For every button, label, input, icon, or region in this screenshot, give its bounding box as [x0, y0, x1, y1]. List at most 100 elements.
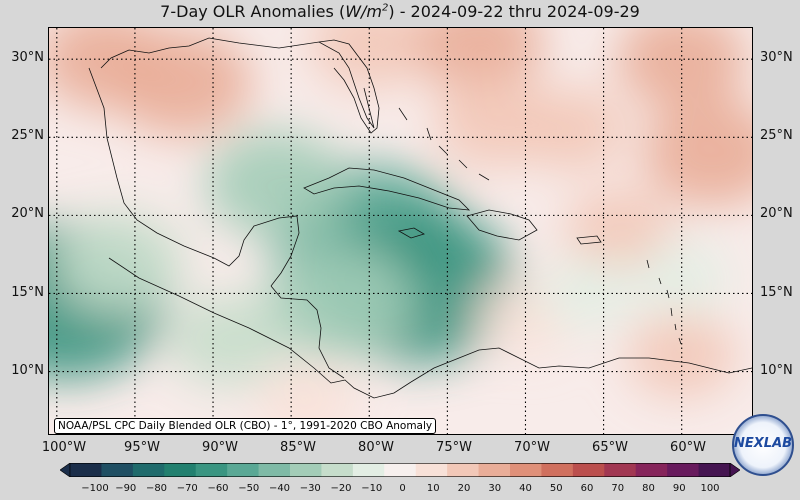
coastlines: [88, 37, 752, 399]
coastline-florida: [318, 39, 380, 134]
colorbar-tick-label: −50: [238, 483, 260, 494]
colorbar-tick-label: −80: [145, 483, 168, 494]
anomaly-cell: [642, 98, 752, 207]
colorbar-tick-label: −40: [268, 483, 291, 494]
title-prefix: 7-Day OLR Anomalies (: [160, 2, 346, 21]
colorbar-tick-label: −70: [176, 483, 198, 494]
colorbar-segment: [698, 463, 731, 477]
colorbar-tick-label: −10: [361, 483, 383, 494]
anomaly-cell: [632, 239, 732, 316]
colorbar-tick-label: −20: [330, 483, 352, 494]
lat-label-30n: 30°N: [11, 50, 44, 65]
colorbar-segment: [258, 463, 291, 477]
colorbar-segment: [478, 463, 511, 477]
lon-label-85w: 85°W: [280, 440, 316, 455]
lat-label-right-20n: 20°N: [760, 206, 793, 221]
coastline-gulf: [88, 67, 300, 287]
colorbar: [59, 462, 741, 478]
anomaly-cell: [627, 313, 737, 398]
coastline-jamaica: [397, 227, 425, 239]
coastline-central-america: [108, 257, 412, 399]
colorbar-tick-label: 70: [611, 483, 625, 494]
colorbar-segment: [541, 463, 574, 477]
map-title: 7-Day OLR Anomalies (W/m2) - 2024-09-22 …: [0, 2, 800, 21]
colorbar-tick-label: 10: [426, 483, 440, 494]
lon-label-80w: 80°W: [358, 440, 394, 455]
colorbar-tick-label: 60: [580, 483, 594, 494]
coastline-lesser-antilles: [646, 259, 682, 345]
data-attribution: NOAA/PSL CPC Daily Blended OLR (CBO) - 1…: [54, 418, 437, 434]
map-panel: [48, 27, 753, 435]
lon-label-75w: 75°W: [436, 440, 472, 455]
colorbar-segment: [164, 463, 197, 477]
coastline-south-america: [410, 347, 752, 383]
coastline-cuba: [303, 167, 471, 211]
lat-label-right-25n: 25°N: [760, 128, 793, 143]
graticule: [49, 28, 752, 434]
anomaly-field: [49, 28, 752, 434]
lat-label-10n: 10°N: [11, 363, 44, 378]
colorbar-tick-label: 50: [549, 483, 563, 494]
colorbar-tick-label: 80: [642, 483, 655, 494]
coastline-puerto-rico: [576, 235, 602, 245]
colorbar-tick-label: 40: [519, 483, 532, 494]
title-suffix: ) - 2024-09-22 thru 2024-09-29: [388, 2, 640, 21]
lon-label-95w: 95°W: [124, 440, 160, 455]
colorbar-outline: [69, 463, 731, 477]
anomaly-cell: [262, 243, 414, 360]
colorbar-tick-label: 0: [399, 483, 406, 494]
colorbar-segment: [352, 463, 385, 477]
lon-label-90w: 90°W: [202, 440, 238, 455]
coastline-us-gulf: [100, 37, 375, 129]
anomaly-cell: [257, 364, 357, 434]
coastline-caribbean-central-america: [270, 285, 345, 379]
anomaly-cell: [168, 294, 289, 387]
coastline-hispaniola: [466, 209, 538, 241]
noaa-psl-logo: NEXLAB: [732, 414, 794, 476]
colorbar-tick-label: 20: [457, 483, 471, 494]
colorbar-segment: [384, 463, 417, 477]
colorbar-tick-label: 90: [672, 483, 686, 494]
anomaly-cell: [49, 28, 169, 110]
lat-label-15n: 15°N: [11, 285, 44, 300]
colorbar-min-extension: [59, 462, 71, 478]
lat-label-right-10n: 10°N: [760, 363, 793, 378]
anomaly-cell: [413, 28, 544, 94]
lat-label-25n: 25°N: [11, 128, 44, 143]
colorbar-segment: [290, 463, 322, 477]
lon-label-100w: 100°W: [41, 440, 87, 455]
colorbar-tick-label: 30: [488, 483, 502, 494]
title-unit: W/m: [345, 2, 382, 21]
colorbar-segment: [667, 463, 700, 477]
colorbar-segment: [132, 463, 165, 477]
lon-label-65w: 65°W: [592, 440, 628, 455]
colorbar-segment: [70, 463, 102, 477]
colorbar-segment: [572, 463, 605, 477]
anomaly-cell: [538, 255, 638, 332]
colorbar-segment: [447, 463, 480, 477]
title-unit-exponent: 2: [381, 2, 389, 14]
colorbar-segment: [510, 463, 542, 477]
anomaly-cell: [54, 212, 185, 313]
coastline-bahamas: [398, 107, 490, 181]
colorbar-segment: [101, 463, 134, 477]
colorbar-tick-label: −30: [299, 483, 321, 494]
anomaly-cell: [205, 130, 346, 239]
colorbar-tick-label: −100: [81, 483, 109, 494]
colorbar-segment: [195, 463, 228, 477]
lon-label-60w: 60°W: [670, 440, 706, 455]
colorbar-tick-label: −60: [207, 483, 229, 494]
colorbar-tick-label: 100: [700, 483, 720, 494]
olr-anomaly-map: [49, 28, 752, 434]
colorbar-segment: [604, 463, 637, 477]
lon-label-70w: 70°W: [514, 440, 550, 455]
colorbar-segment: [415, 463, 448, 477]
lat-label-20n: 20°N: [11, 206, 44, 221]
anomaly-cell: [517, 87, 627, 172]
colorbar-segment: [227, 463, 260, 477]
colorbar-tick-label: −90: [115, 483, 137, 494]
lat-label-right-15n: 15°N: [760, 285, 793, 300]
lat-label-right-30n: 30°N: [760, 50, 793, 65]
colorbar-graphic: [59, 462, 741, 478]
colorbar-segment: [321, 463, 354, 477]
